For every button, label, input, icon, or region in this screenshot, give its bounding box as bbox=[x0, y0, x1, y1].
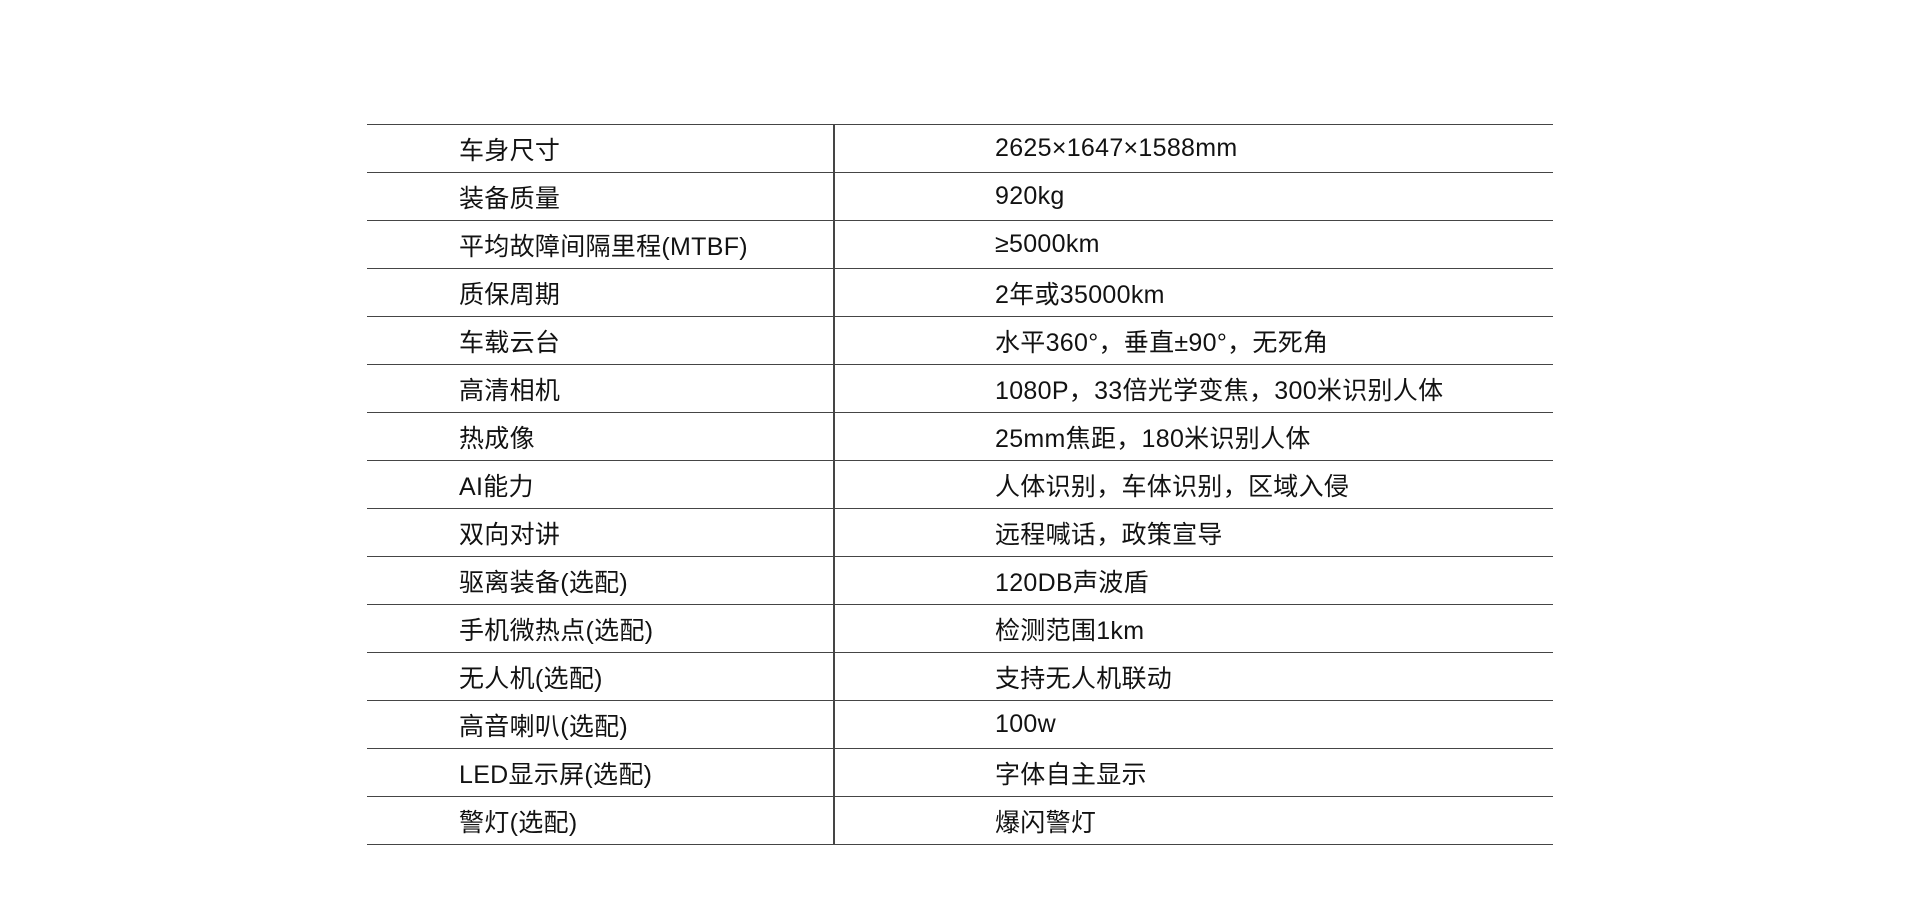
spec-value: 支持无人机联动 bbox=[995, 664, 1173, 693]
spec-label: 装备质量 bbox=[459, 184, 561, 213]
table-row: 装备质量 920kg bbox=[367, 173, 1553, 221]
spec-value: 水平360°，垂直±90°，无死角 bbox=[995, 328, 1329, 357]
spec-value: 检测范围1km bbox=[995, 616, 1145, 645]
table-row: 手机微热点(选配) 检测范围1km bbox=[367, 605, 1553, 653]
table-row: 车身尺寸 2625×1647×1588mm bbox=[367, 125, 1553, 173]
spec-label: 车载云台 bbox=[459, 328, 561, 357]
spec-label: 高清相机 bbox=[459, 376, 561, 405]
spec-label: 手机微热点(选配) bbox=[459, 616, 654, 645]
spec-label: 双向对讲 bbox=[459, 520, 561, 549]
spec-value: 远程喊话，政策宣导 bbox=[995, 520, 1223, 549]
spec-label: 质保周期 bbox=[459, 280, 561, 309]
table-row: 高音喇叭(选配) 100w bbox=[367, 701, 1553, 749]
spec-label: 热成像 bbox=[459, 424, 535, 453]
spec-value: 人体识别，车体识别，区域入侵 bbox=[995, 472, 1350, 501]
spec-value: 2年或35000km bbox=[995, 280, 1165, 309]
spec-label: 无人机(选配) bbox=[459, 664, 603, 693]
table-row: 警灯(选配) 爆闪警灯 bbox=[367, 797, 1553, 845]
spec-value: 字体自主显示 bbox=[995, 760, 1147, 789]
table-row: 热成像 25mm焦距，180米识别人体 bbox=[367, 413, 1553, 461]
table-row: AI能力 人体识别，车体识别，区域入侵 bbox=[367, 461, 1553, 509]
spec-table: 车身尺寸 2625×1647×1588mm 装备质量 920kg 平均故障间隔里… bbox=[367, 124, 1553, 845]
spec-value: ≥5000km bbox=[995, 230, 1100, 258]
spec-value: 爆闪警灯 bbox=[995, 808, 1097, 837]
spec-label: 警灯(选配) bbox=[459, 808, 578, 837]
spec-value: 2625×1647×1588mm bbox=[995, 134, 1238, 162]
spec-label: 平均故障间隔里程(MTBF) bbox=[459, 232, 748, 261]
spec-label: 车身尺寸 bbox=[459, 136, 561, 165]
table-row: LED显示屏(选配) 字体自主显示 bbox=[367, 749, 1553, 797]
spec-label: 驱离装备(选配) bbox=[459, 568, 629, 597]
spec-value: 1080P，33倍光学变焦，300米识别人体 bbox=[995, 376, 1444, 405]
table-row: 质保周期 2年或35000km bbox=[367, 269, 1553, 317]
table-row: 双向对讲 远程喊话，政策宣导 bbox=[367, 509, 1553, 557]
column-divider bbox=[833, 125, 835, 845]
spec-value: 25mm焦距，180米识别人体 bbox=[995, 424, 1311, 453]
spec-label: AI能力 bbox=[459, 472, 534, 501]
spec-label: LED显示屏(选配) bbox=[459, 760, 653, 789]
table-row: 无人机(选配) 支持无人机联动 bbox=[367, 653, 1553, 701]
table-row: 平均故障间隔里程(MTBF) ≥5000km bbox=[367, 221, 1553, 269]
spec-label: 高音喇叭(选配) bbox=[459, 712, 629, 741]
table-row: 驱离装备(选配) 120DB声波盾 bbox=[367, 557, 1553, 605]
spec-value: 920kg bbox=[995, 182, 1065, 210]
spec-table-rows: 车身尺寸 2625×1647×1588mm 装备质量 920kg 平均故障间隔里… bbox=[367, 125, 1553, 845]
table-row: 车载云台 水平360°，垂直±90°，无死角 bbox=[367, 317, 1553, 365]
table-row: 高清相机 1080P，33倍光学变焦，300米识别人体 bbox=[367, 365, 1553, 413]
spec-value: 120DB声波盾 bbox=[995, 568, 1149, 597]
spec-value: 100w bbox=[995, 710, 1056, 738]
